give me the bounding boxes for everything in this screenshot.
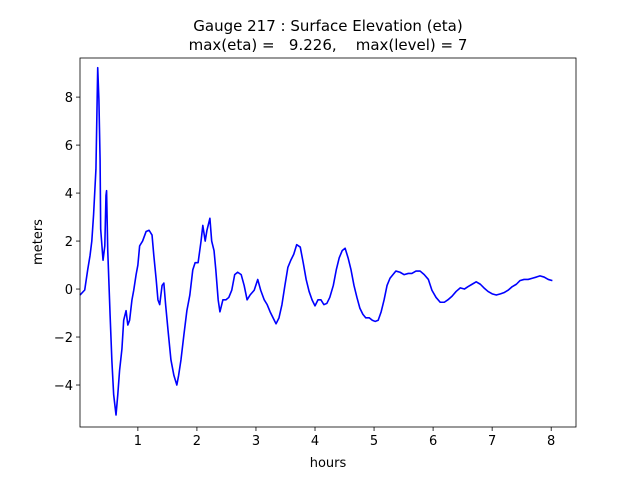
x-axis-label: hours xyxy=(310,456,347,471)
x-tick-label: 8 xyxy=(547,434,555,449)
y-tick-label: −4 xyxy=(54,379,73,394)
y-tick-label: 0 xyxy=(65,283,73,298)
y-tick-label: 8 xyxy=(65,91,73,106)
y-tick-label: 6 xyxy=(65,139,73,154)
chart-title: Gauge 217 : Surface Elevation (eta) xyxy=(193,17,462,35)
plot-frame xyxy=(79,57,577,428)
x-tick-label: 4 xyxy=(311,434,319,449)
y-axis-label: meters xyxy=(31,219,46,265)
x-tick-label: 7 xyxy=(488,434,496,449)
chart-subtitle: max(eta) = 9.226, max(level) = 7 xyxy=(189,36,468,54)
data-line xyxy=(79,66,553,416)
x-tick-label: 3 xyxy=(252,434,260,449)
x-tick-label: 2 xyxy=(193,434,201,449)
y-tick-label: 4 xyxy=(65,187,73,202)
x-tick-label: 1 xyxy=(134,434,142,449)
y-tick-label: −2 xyxy=(54,331,73,346)
x-tick-label: 6 xyxy=(429,434,437,449)
x-tick-label: 5 xyxy=(370,434,378,449)
y-tick-label: 2 xyxy=(65,235,73,250)
